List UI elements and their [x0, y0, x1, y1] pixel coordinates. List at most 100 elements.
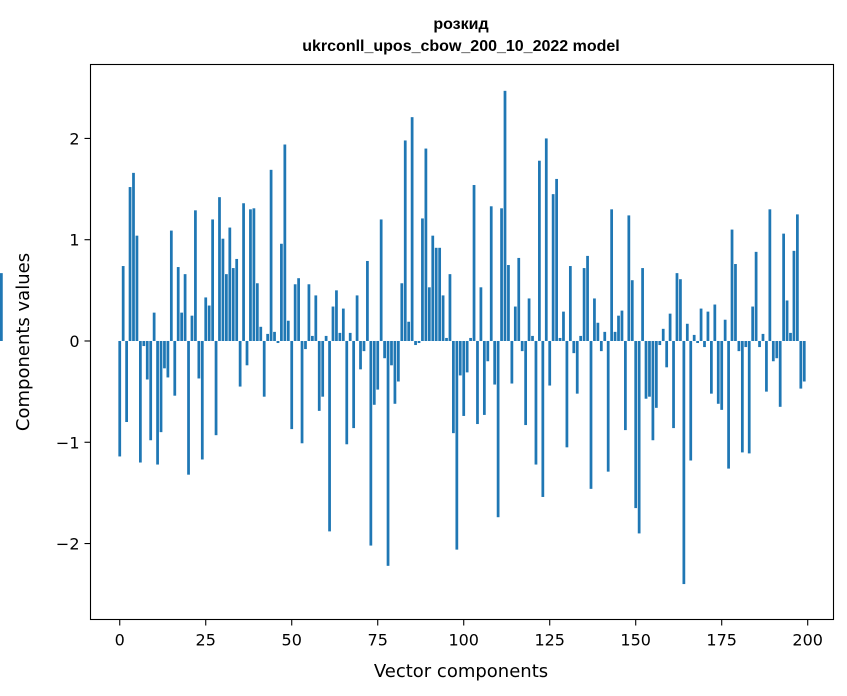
bar: [169, 230, 173, 341]
bar: [775, 340, 779, 359]
bar: [176, 267, 180, 341]
bar: [427, 287, 431, 341]
bar: [692, 334, 696, 341]
bar: [589, 340, 593, 489]
bar: [142, 340, 146, 347]
bar: [472, 185, 476, 341]
bar: [541, 340, 545, 497]
bar: [582, 268, 586, 341]
bar: [489, 206, 493, 341]
bar: [338, 332, 342, 341]
bar: [727, 340, 730, 469]
bar: [620, 310, 624, 341]
bar: [293, 284, 297, 341]
bar: [758, 340, 761, 348]
bar: [379, 219, 383, 341]
bar: [393, 340, 397, 404]
y-tick-label: 2: [69, 129, 79, 148]
bar: [266, 333, 270, 341]
bar: [211, 219, 214, 341]
y-axis-ticks: −2 −1 0 1 2: [56, 129, 91, 554]
bar: [486, 340, 490, 362]
bar: [345, 340, 349, 445]
bar: [128, 187, 132, 341]
bar: [283, 144, 287, 341]
bar: [407, 321, 411, 341]
bar: [668, 313, 672, 341]
bar: [441, 295, 445, 341]
bar: [242, 203, 245, 341]
bar: [166, 340, 170, 378]
bar: [751, 306, 755, 341]
bar: [355, 295, 359, 341]
bar: [754, 251, 758, 341]
x-axis-ticks: 0 25 50 75 100 125 150 175 200: [115, 619, 823, 650]
bar: [410, 117, 414, 341]
y-axis-label: Components values: [13, 253, 34, 431]
bar: [125, 340, 128, 423]
bar: [534, 340, 538, 465]
bar: [366, 260, 369, 341]
bar: [524, 340, 528, 426]
bar: [599, 340, 603, 352]
bar: [527, 298, 531, 341]
bar: [716, 340, 720, 404]
bar: [390, 340, 393, 366]
bar: [421, 218, 424, 341]
bar: [496, 340, 500, 518]
bar: [118, 340, 122, 457]
bar: [799, 340, 803, 389]
bar: [575, 340, 579, 394]
bar: [324, 335, 328, 341]
bar: [469, 337, 472, 341]
chart-subtitle: ukrconll_upos_cbow_200_10_2022 model: [302, 38, 619, 55]
bar: [310, 335, 314, 341]
bar: [328, 340, 331, 532]
bar: [624, 340, 627, 431]
x-axis-label: Vector components: [374, 661, 548, 682]
bar: [204, 297, 208, 341]
bar: [500, 208, 503, 341]
bar: [252, 208, 256, 341]
bar: [132, 172, 135, 341]
bar: [586, 255, 589, 341]
bar: [544, 138, 548, 341]
bar: [792, 250, 796, 341]
bar: [438, 247, 442, 341]
bar: [341, 308, 345, 341]
bar: [280, 243, 283, 341]
bar: [572, 340, 576, 354]
bar: [507, 265, 510, 341]
bar: [630, 280, 634, 341]
bar: [314, 295, 318, 341]
bar: [689, 340, 693, 461]
bar: [613, 331, 617, 341]
bar: [482, 340, 486, 415]
y-tick-label: 1: [69, 231, 79, 250]
bar: [665, 340, 669, 368]
bar: [149, 340, 153, 441]
bars-group: [0, 90, 806, 585]
bar: [276, 340, 280, 344]
bar: [372, 340, 376, 405]
bar: [194, 210, 197, 341]
bar: [396, 340, 400, 382]
bar: [706, 311, 710, 341]
bar: [156, 340, 159, 465]
bar: [180, 312, 184, 341]
bar: [778, 340, 782, 407]
bar: [187, 340, 190, 475]
bar: [699, 308, 703, 341]
bar: [675, 273, 679, 341]
bar: [517, 257, 521, 341]
bar: [424, 148, 428, 341]
y-tick-label: −2: [56, 535, 80, 554]
bar: [200, 340, 204, 460]
x-tick-label: 125: [534, 631, 565, 650]
bar: [634, 340, 638, 509]
bar: [317, 340, 321, 411]
bar: [386, 340, 390, 566]
bar: [651, 340, 655, 441]
bar: [235, 258, 239, 341]
